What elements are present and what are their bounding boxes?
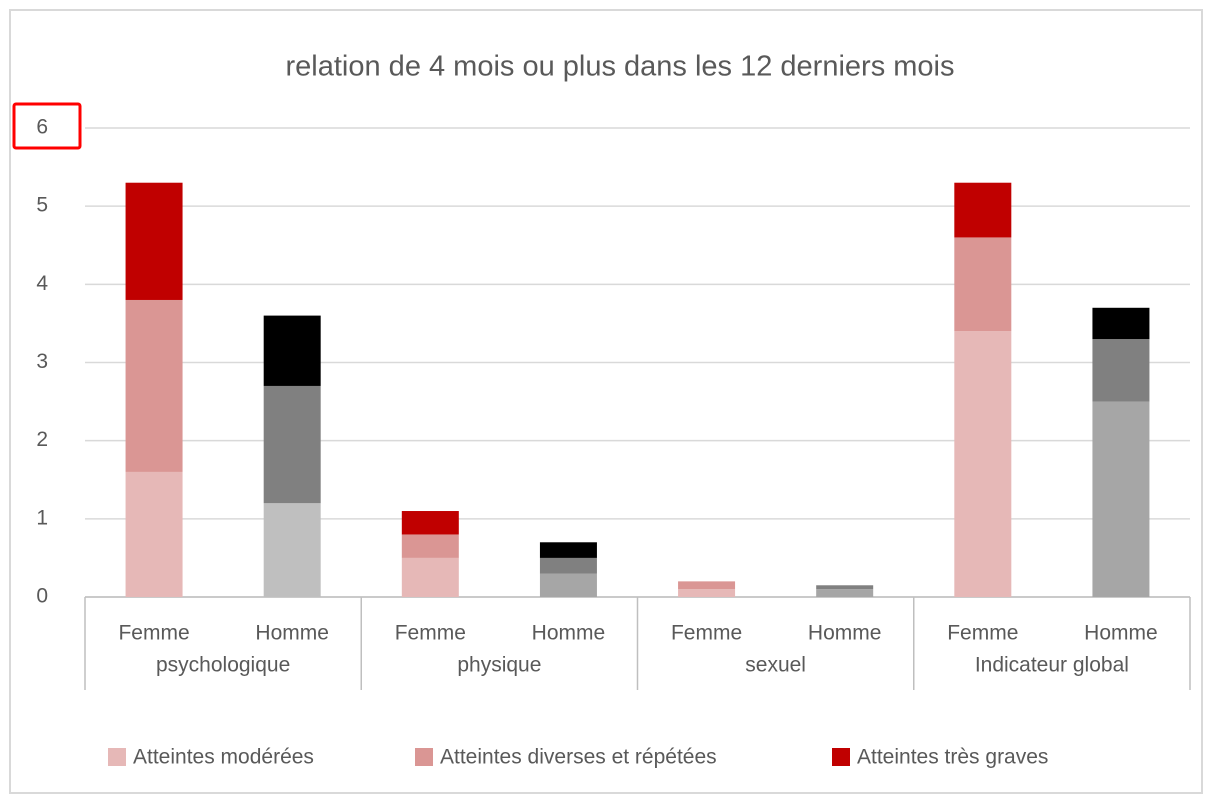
y-tick-label: 6: [36, 116, 48, 139]
bar-segment: [816, 585, 874, 590]
bar-segment: [125, 299, 183, 472]
bar-segment: [539, 542, 597, 558]
y-tick-label: 1: [36, 506, 48, 529]
bar-segment: [263, 385, 321, 504]
y-tick-label: 2: [36, 428, 48, 451]
legend-label: Atteintes très graves: [857, 746, 1048, 769]
bar-segment: [1092, 307, 1150, 340]
x-tick-label: Femme: [395, 622, 466, 645]
bar-segment: [954, 237, 1012, 332]
x-tick-label: Homme: [1084, 622, 1158, 645]
bar-segment: [125, 182, 183, 300]
group-label: psychologique: [156, 654, 290, 677]
y-tick-label: 0: [36, 585, 48, 608]
bar-segment: [678, 589, 736, 597]
y-tick-label: 5: [36, 194, 48, 217]
group-label: sexuel: [745, 654, 806, 677]
x-tick-label: Homme: [255, 622, 329, 645]
bar-segment: [401, 534, 459, 558]
bar-segment: [816, 589, 874, 597]
bar-segment: [539, 557, 597, 574]
y-tick-label: 3: [36, 350, 48, 373]
bar-segment: [263, 503, 321, 597]
x-tick-label: Homme: [808, 622, 882, 645]
bar-segment: [954, 182, 1012, 238]
bar-segment: [401, 511, 459, 535]
bar-segment: [1092, 339, 1150, 402]
y-tick-label: 4: [36, 272, 48, 295]
bar-segment: [678, 581, 736, 590]
bar-segment: [954, 331, 1012, 597]
chart-title: relation de 4 mois ou plus dans les 12 d…: [286, 51, 955, 83]
bar-segment: [539, 573, 597, 597]
highlight-box: [12, 102, 82, 150]
bar-segment: [125, 471, 183, 597]
bar-segment: [1092, 401, 1150, 597]
x-tick-label: Homme: [532, 622, 606, 645]
x-tick-label: Femme: [947, 622, 1018, 645]
legend-swatch: [832, 748, 850, 766]
x-tick-label: Femme: [671, 622, 742, 645]
group-label: Indicateur global: [975, 654, 1129, 677]
bar-segment: [263, 315, 321, 386]
legend-label: Atteintes diverses et répétées: [440, 746, 717, 769]
legend-label: Atteintes modérées: [133, 746, 314, 769]
x-tick-label: Femme: [118, 622, 189, 645]
bar-segment: [401, 557, 459, 597]
legend-swatch: [415, 748, 433, 766]
legend-swatch: [108, 748, 126, 766]
group-label: physique: [457, 654, 541, 677]
